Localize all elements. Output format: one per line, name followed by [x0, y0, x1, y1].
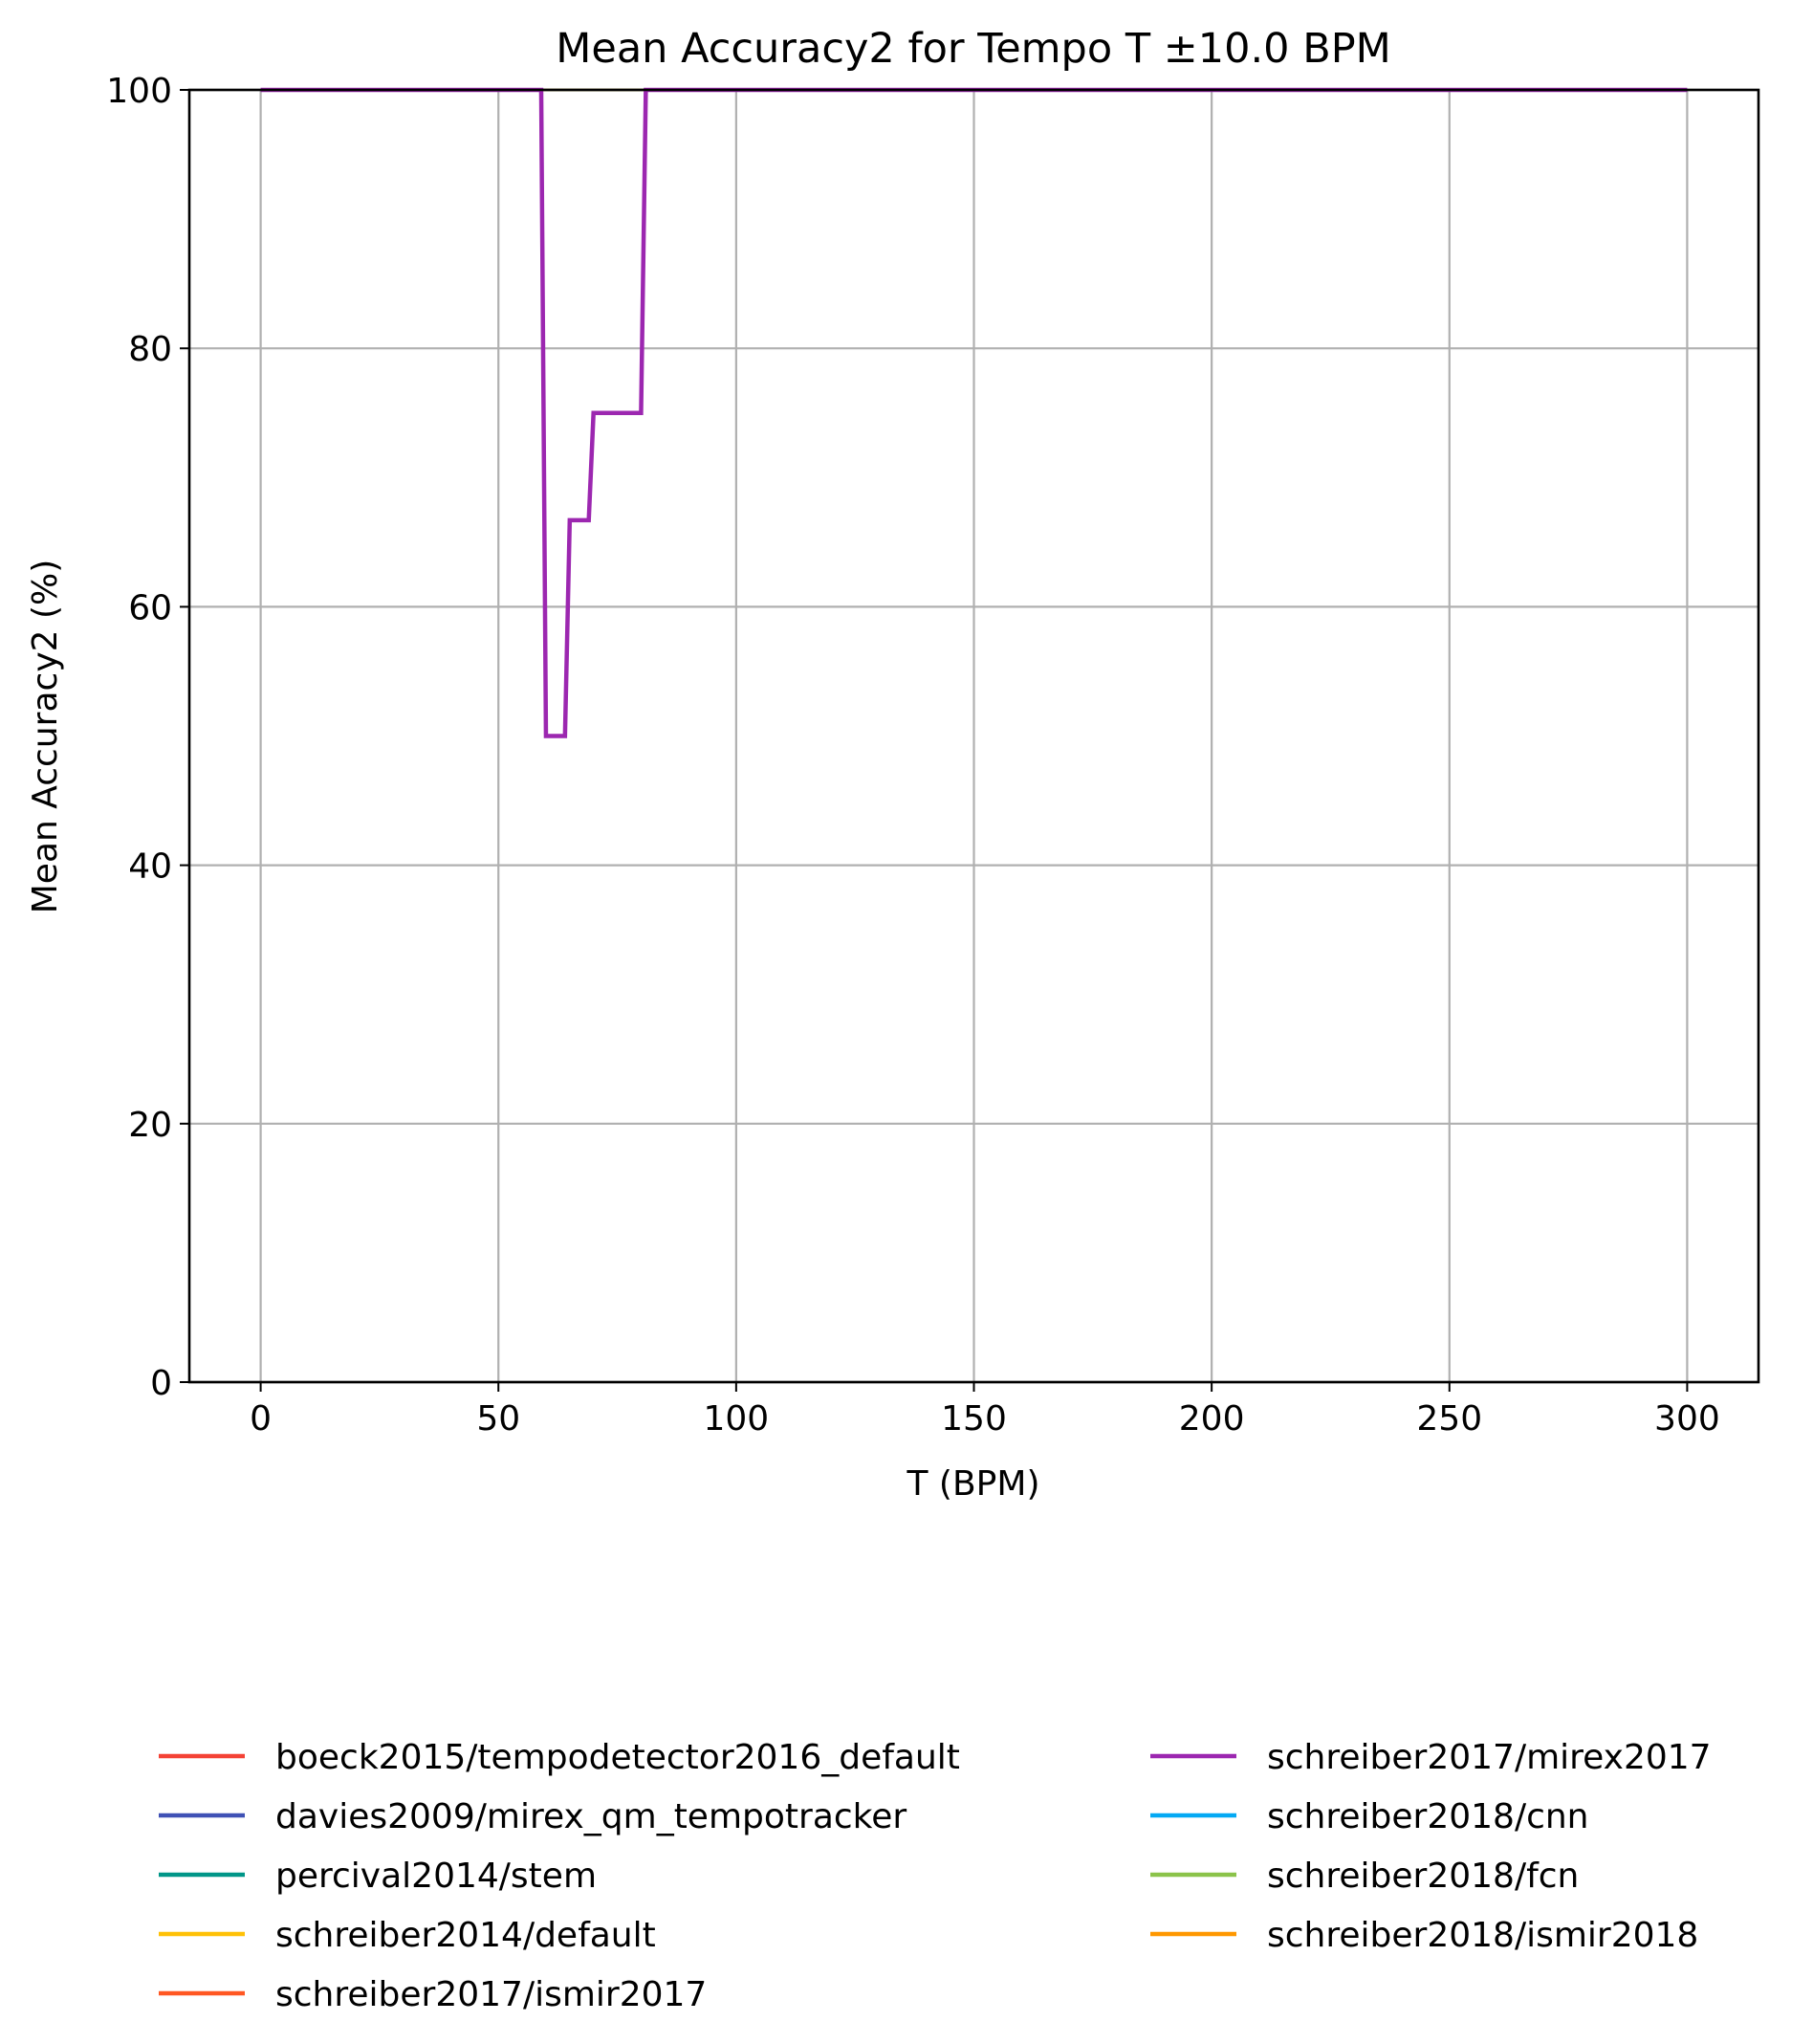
y-tick-label-4: 80	[128, 330, 172, 369]
x-axis-ticks: 0 50 100 150 200 250 300	[250, 1382, 1720, 1439]
y-tick-label-5: 100	[106, 72, 172, 111]
legend-label-8: schreiber2018/ismir2018	[1267, 1916, 1698, 1955]
y-tick-label-1: 20	[128, 1106, 172, 1145]
legend-label-2: percival2014/stem	[275, 1857, 597, 1896]
y-axis-label: Mean Accuracy2 (%)	[26, 560, 65, 914]
legend-label-4: schreiber2017/ismir2017	[275, 1975, 707, 2014]
legend-label-6: schreiber2018/cnn	[1267, 1797, 1589, 1836]
legend-label-0: boeck2015/tempodetector2016_default	[275, 1738, 960, 1777]
legend-label-5: schreiber2017/mirex2017	[1267, 1738, 1712, 1777]
x-tick-label-5: 250	[1416, 1399, 1482, 1439]
x-tick-label-4: 200	[1179, 1399, 1245, 1439]
x-axis-label: T (BPM)	[906, 1464, 1040, 1504]
grid-lines	[189, 88, 1758, 1384]
x-tick-label-3: 150	[941, 1399, 1007, 1439]
x-tick-label-0: 0	[250, 1399, 272, 1439]
y-axis-ticks: 0 20 40 60 80 100	[106, 72, 189, 1403]
y-tick-label-0: 0	[150, 1364, 172, 1403]
x-tick-label-6: 300	[1654, 1399, 1720, 1439]
y-tick-label-2: 40	[128, 847, 172, 887]
series-line-5	[260, 87, 1688, 738]
legend: boeck2015/tempodetector2016_defaultdavie…	[159, 1738, 1712, 2014]
legend-label-3: schreiber2014/default	[275, 1916, 656, 1955]
x-tick-label-1: 50	[476, 1399, 520, 1439]
x-tick-label-2: 100	[704, 1399, 770, 1439]
y-tick-label-3: 60	[128, 588, 172, 627]
legend-label-7: schreiber2018/fcn	[1267, 1857, 1579, 1896]
chart-title: Mean Accuracy2 for Tempo T ±10.0 BPM	[556, 25, 1390, 73]
legend-label-1: davies2009/mirex_qm_tempotracker	[275, 1797, 906, 1836]
